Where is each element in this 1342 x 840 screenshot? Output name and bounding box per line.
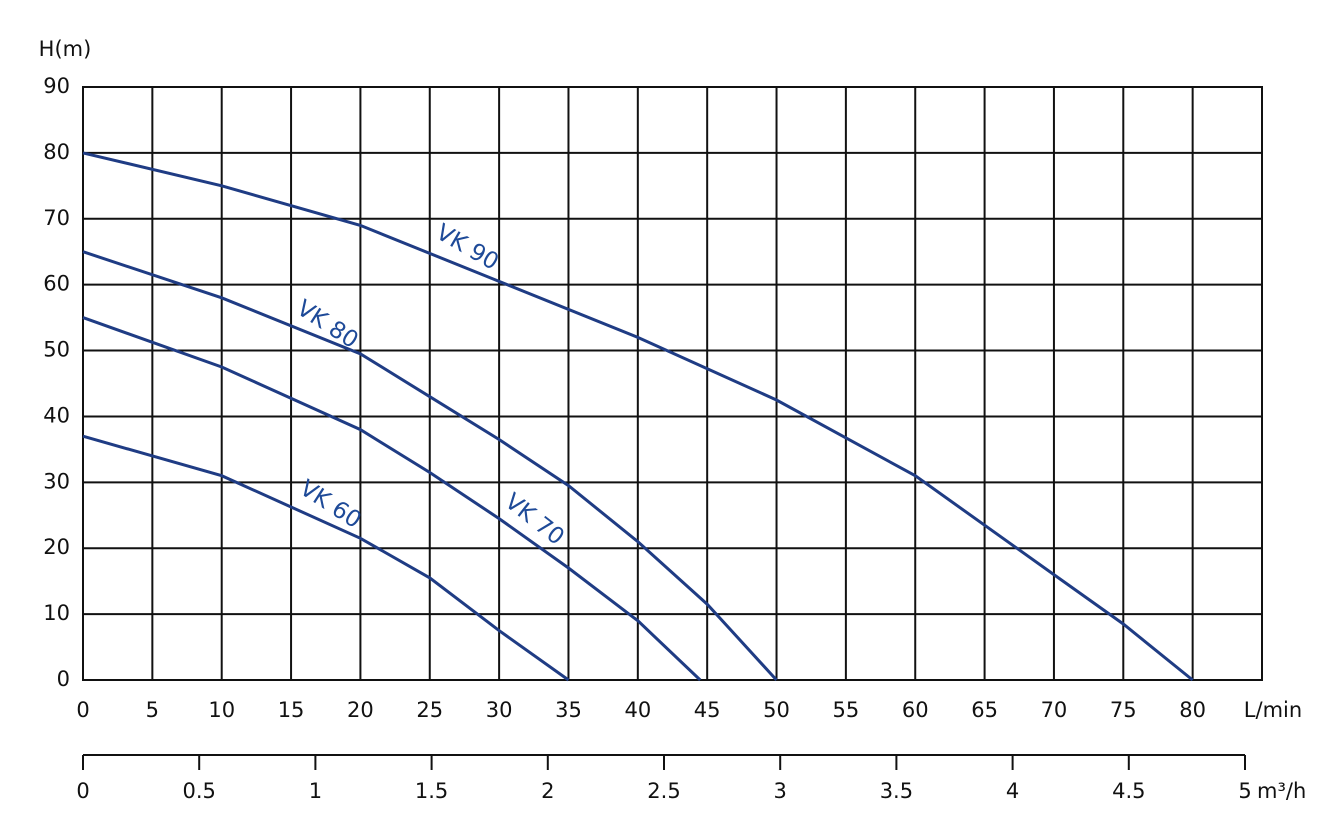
y-tick-label: 60 bbox=[43, 272, 70, 296]
x-tick-label: 10 bbox=[208, 698, 235, 722]
curve bbox=[82, 151, 1194, 682]
x2-tick-label: 1.5 bbox=[415, 779, 448, 803]
x-tick-label: 40 bbox=[624, 698, 651, 722]
x-tick-label: 65 bbox=[971, 698, 998, 722]
x-tick-label: 35 bbox=[555, 698, 582, 722]
x2-tick-label: 4.5 bbox=[1112, 779, 1145, 803]
x2-tick-label: 1 bbox=[309, 779, 322, 803]
x2-tick-label: 0.5 bbox=[182, 779, 215, 803]
x2-tick-label: 4 bbox=[1006, 779, 1019, 803]
x-axis-label: L/min bbox=[1244, 698, 1302, 722]
x2-tick-label: 2 bbox=[541, 779, 554, 803]
curve-label: VK 70 bbox=[500, 489, 569, 551]
y-tick-label: 30 bbox=[43, 469, 70, 493]
y-tick-label: 40 bbox=[43, 403, 70, 427]
y-tick-label: 80 bbox=[43, 140, 70, 164]
curve bbox=[82, 316, 702, 682]
y-tick-label: 90 bbox=[43, 74, 70, 98]
x-tick-label: 30 bbox=[486, 698, 513, 722]
x2-tick-label: 2.5 bbox=[647, 779, 680, 803]
x-tick-label: 75 bbox=[1110, 698, 1137, 722]
x2-tick-label: 0 bbox=[76, 779, 89, 803]
x-tick-label: 55 bbox=[833, 698, 860, 722]
curve bbox=[82, 250, 778, 682]
x-tick-label: 60 bbox=[902, 698, 929, 722]
curve-label: VK 80 bbox=[292, 295, 363, 354]
x-tick-label: 20 bbox=[347, 698, 374, 722]
y-tick-label: 0 bbox=[57, 667, 70, 691]
x-tick-label: 15 bbox=[278, 698, 305, 722]
x-tick-label: 50 bbox=[763, 698, 790, 722]
y-axis-label: H(m) bbox=[39, 37, 92, 61]
x-tick-label: 80 bbox=[1179, 698, 1206, 722]
x2-axis-label: m³/h bbox=[1257, 779, 1306, 803]
x-tick-label: 70 bbox=[1041, 698, 1068, 722]
x-tick-label: 25 bbox=[416, 698, 443, 722]
y-tick-label: 50 bbox=[43, 338, 70, 362]
y-tick-label: 10 bbox=[43, 601, 70, 625]
x2-tick-label: 3 bbox=[774, 779, 787, 803]
y-tick-label: 70 bbox=[43, 206, 70, 230]
x-tick-label: 45 bbox=[694, 698, 721, 722]
x2-tick-label: 5 bbox=[1238, 779, 1251, 803]
curve bbox=[82, 434, 570, 682]
x-tick-label: 0 bbox=[76, 698, 89, 722]
x-tick-label: 5 bbox=[146, 698, 159, 722]
x2-tick-label: 3.5 bbox=[880, 779, 913, 803]
y-tick-label: 20 bbox=[43, 535, 70, 559]
